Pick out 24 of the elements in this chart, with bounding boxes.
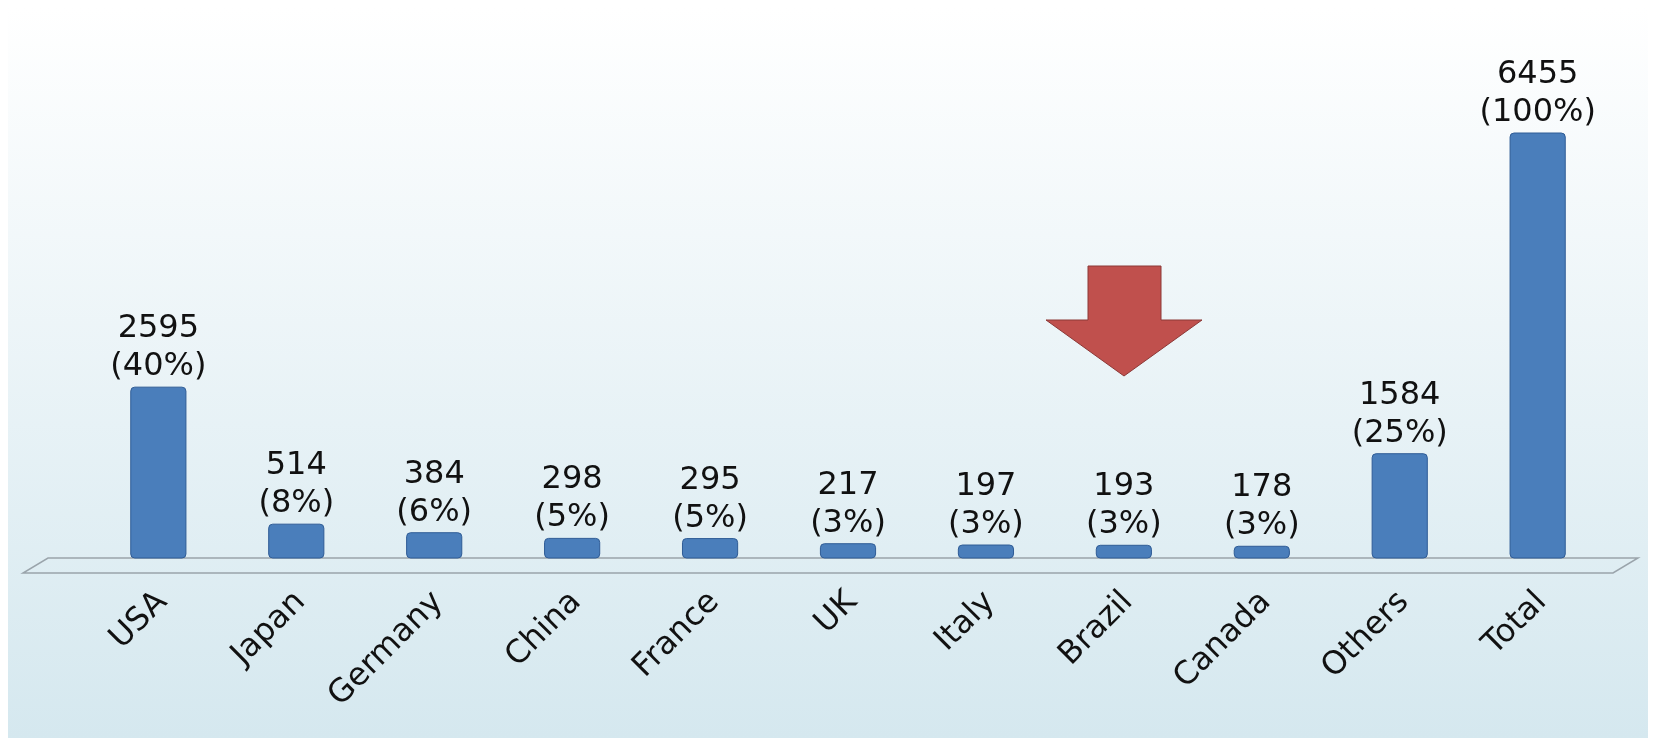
data-label: 1584 (25%)	[1351, 373, 1448, 450]
bar	[681, 538, 739, 559]
bar	[268, 523, 325, 559]
data-label: 197 (3%)	[948, 465, 1024, 542]
x-tick-label: UK	[805, 581, 865, 641]
bar	[1095, 544, 1152, 559]
data-label: 2595 (40%)	[110, 307, 207, 384]
bar	[130, 386, 187, 559]
data-label: 384 (6%)	[396, 452, 473, 529]
data-label: 6455 (100%)	[1479, 53, 1596, 129]
bar	[1233, 545, 1290, 559]
data-label: 193 (3%)	[1085, 465, 1162, 542]
data-label: 514 (8%)	[258, 444, 335, 521]
bar	[1509, 132, 1566, 559]
bar	[819, 543, 877, 559]
bar	[544, 537, 601, 559]
bar	[406, 532, 463, 559]
data-label: 298 (5%)	[534, 458, 611, 535]
bar	[1371, 453, 1428, 559]
data-label: 295 (5%)	[672, 458, 748, 535]
data-label: 178 (3%)	[1223, 466, 1300, 543]
bar	[957, 544, 1015, 559]
x-tick-label: USA	[100, 581, 175, 656]
data-label: 217 (3%)	[810, 463, 886, 540]
